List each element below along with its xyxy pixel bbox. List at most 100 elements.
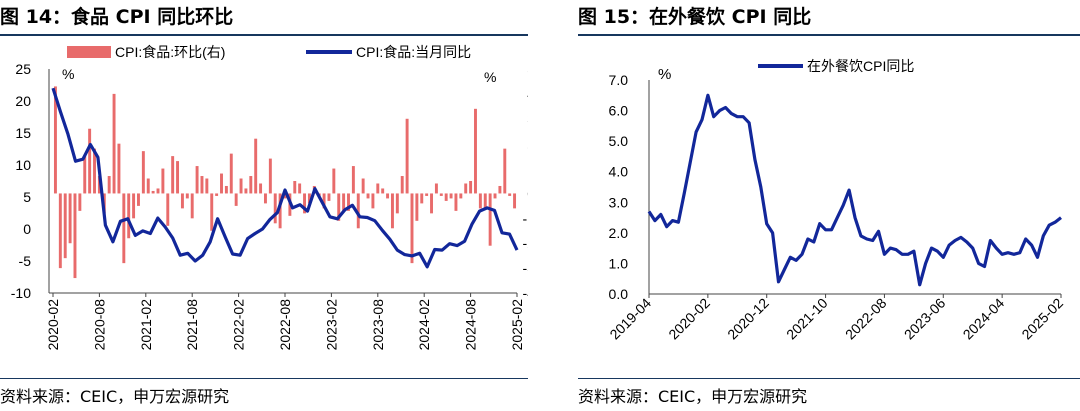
- legend-label-dining: 在外餐饮CPI同比: [807, 58, 914, 74]
- mom-bar: [454, 193, 458, 211]
- mom-bar: [53, 86, 57, 194]
- x-tick-label: 2020-12: [724, 295, 772, 343]
- mom-bar: [307, 193, 311, 204]
- panel-dining-cpi: 图 15：在外餐饮 CPI 同比 在外餐饮CPI同比% 7.0 6.0 5.0 4.0 3…: [578, 0, 1080, 411]
- mom-bar: [263, 193, 267, 204]
- right-tick-label: -1: [523, 210, 528, 226]
- mom-bar: [244, 188, 248, 194]
- mom-bar: [420, 193, 424, 204]
- mom-bar: [361, 178, 365, 194]
- chart-title: 图 14：食品 CPI 同比环比: [0, 6, 234, 28]
- x-tick-label: 2024-02: [416, 299, 432, 351]
- mom-bar: [425, 193, 429, 196]
- mom-bar: [273, 193, 277, 224]
- left-tick-label: -10: [11, 285, 31, 301]
- mom-bar: [347, 193, 350, 211]
- mom-bar: [459, 193, 463, 199]
- mom-bar: [112, 93, 116, 194]
- mom-bar: [430, 193, 433, 214]
- mom-bar: [337, 193, 341, 221]
- chart-title: 图 15：在外餐饮 CPI 同比: [578, 6, 812, 28]
- mom-bar: [107, 176, 111, 194]
- mom-bar: [342, 193, 346, 211]
- right-tick-label: 0: [527, 185, 528, 201]
- mom-bar: [303, 193, 307, 214]
- mom-bar: [405, 118, 409, 194]
- y-tick-label: 2.0: [609, 225, 629, 241]
- right-tick-label: -4: [523, 285, 528, 301]
- bottom-rule: [0, 378, 528, 379]
- right-tick-label: 4: [527, 86, 528, 102]
- mom-bar: [498, 185, 502, 194]
- y-tick-label: 3.0: [609, 194, 629, 210]
- left-axis-unit: %: [62, 66, 74, 82]
- mom-bar: [249, 176, 253, 194]
- mom-bar: [229, 153, 233, 194]
- mom-bar: [117, 143, 121, 194]
- mom-bar: [239, 178, 243, 194]
- right-tick-label: 1: [527, 161, 528, 177]
- mom-bar: [366, 193, 370, 199]
- x-tick-label: 2022-02: [231, 299, 247, 351]
- right-tick-label: 5: [527, 61, 528, 77]
- mom-bar: [400, 176, 404, 194]
- mom-bar: [180, 193, 184, 209]
- source-note: 资料来源：CEIC，申万宏源研究: [0, 387, 230, 406]
- mom-bar: [215, 193, 219, 196]
- mom-bar: [93, 148, 96, 194]
- mom-bar: [386, 193, 390, 199]
- mom-bar: [283, 193, 287, 199]
- mom-bar: [78, 193, 82, 211]
- mom-bar: [434, 183, 438, 194]
- mom-bar: [381, 188, 385, 194]
- mom-bar: [195, 166, 199, 194]
- left-tick-label: 5: [23, 189, 31, 205]
- mom-bar: [210, 193, 214, 231]
- mom-bar: [356, 193, 360, 229]
- mom-bar: [488, 193, 492, 246]
- mom-bar: [151, 190, 155, 194]
- mom-bar: [390, 193, 394, 229]
- x-tick-label: 2022-08: [277, 299, 293, 351]
- mom-bar: [166, 193, 170, 226]
- mom-bar: [132, 193, 136, 219]
- right-tick-label: -2: [523, 235, 528, 251]
- mom-bar: [464, 183, 468, 194]
- x-tick-label: 2020-02: [665, 295, 713, 343]
- legend-label-mom: CPI:食品:环比(右): [115, 44, 225, 60]
- mom-bar: [478, 193, 482, 209]
- x-tick-label: 2022-08: [842, 295, 890, 343]
- mom-bar: [161, 168, 165, 194]
- y-tick-label: 0.0: [609, 286, 629, 302]
- mom-bar: [259, 183, 263, 194]
- left-tick-label: 10: [15, 157, 31, 173]
- mom-bar: [483, 193, 487, 209]
- mom-bar: [508, 193, 512, 196]
- legend-swatch-mom: [67, 46, 111, 58]
- y-tick-label: 5.0: [609, 133, 629, 149]
- left-tick-label: 20: [15, 93, 31, 109]
- panel-food-cpi: 图 14：食品 CPI 同比环比 CPI:食品:环比(右) CPI:食品:当月同比…: [0, 0, 528, 411]
- y-tick-label: 4.0: [609, 164, 629, 180]
- right-tick-label: 3: [527, 111, 528, 127]
- mom-bar: [146, 178, 150, 194]
- mom-bar: [439, 193, 443, 196]
- x-tick-label: 2020-08: [91, 299, 107, 351]
- left-tick-label: -5: [19, 253, 32, 269]
- y-axis-unit: %: [658, 66, 671, 83]
- mom-bar: [332, 168, 336, 194]
- y-tick-label: 1.0: [609, 255, 629, 271]
- title-rule: [578, 34, 1080, 36]
- title-rule: [0, 34, 528, 36]
- mom-bar: [171, 156, 175, 194]
- mom-bar: [200, 176, 204, 194]
- x-tick-label: 2023-06: [901, 295, 949, 343]
- food-cpi-chart: CPI:食品:环比(右)CPI:食品:当月同比2520151050-5-10%5…: [11, 44, 528, 351]
- mom-bar: [122, 193, 126, 264]
- mom-bar: [156, 188, 160, 194]
- y-tick-label: 7.0: [609, 72, 629, 88]
- y-tick-label: 6.0: [609, 103, 629, 119]
- x-tick-label: 2024-04: [960, 295, 1008, 343]
- left-tick-label: 0: [23, 221, 31, 237]
- mom-bar: [254, 138, 258, 194]
